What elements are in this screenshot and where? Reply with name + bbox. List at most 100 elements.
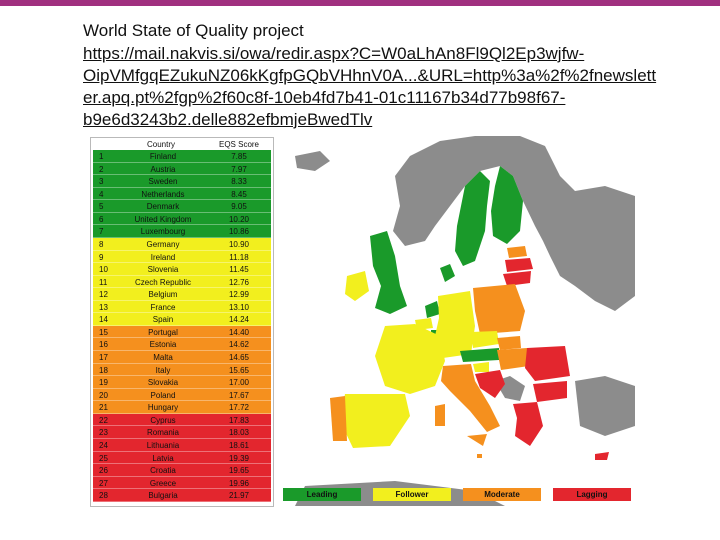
map-legend: Leading Follower Moderate Lagging — [283, 488, 633, 502]
row-score: 10.86 — [228, 227, 250, 237]
row-score: 18.61 — [228, 440, 250, 450]
row-score: 17.00 — [228, 378, 250, 388]
row-country: Portugal — [148, 327, 178, 337]
row-score: 14.65 — [228, 353, 250, 362]
row-country: France — [150, 302, 176, 312]
row-country: Netherlands — [141, 189, 185, 199]
row-rank: 22 — [99, 415, 108, 425]
row-rank: 8 — [99, 239, 104, 249]
table-row: 26 Croatia 19.65 — [93, 464, 271, 477]
row-score: 12.99 — [228, 290, 250, 300]
table-row: 5 Denmark 9.05 — [93, 200, 271, 213]
table-header: Country EQS Score — [91, 138, 273, 150]
row-score: 13.10 — [228, 302, 250, 312]
table-row: 4 Netherlands 8.45 — [93, 187, 271, 201]
row-score: 21.97 — [228, 491, 250, 501]
table-row: 14 Spain 14.24 — [93, 313, 271, 326]
map-slovenia — [473, 362, 489, 372]
map-portugal — [330, 396, 347, 441]
row-score: 17.72 — [228, 403, 250, 413]
map-non-eu-region — [393, 136, 635, 311]
row-country: Italy — [155, 365, 171, 375]
row-country: Germany — [146, 239, 180, 249]
map-croatia — [475, 370, 505, 398]
row-country: Denmark — [146, 202, 180, 212]
row-country: Lithuania — [146, 440, 180, 450]
map-bulgaria — [533, 381, 567, 402]
row-rank: 3 — [99, 177, 104, 187]
table-row: 13 France 13.10 — [93, 300, 271, 314]
row-score: 18.03 — [228, 428, 250, 438]
row-rank: 14 — [99, 315, 108, 325]
row-country: Croatia — [150, 466, 176, 476]
row-country: Poland — [150, 390, 176, 400]
table-row: 6 United Kingdom 10.20 — [93, 212, 271, 226]
row-score: 9.05 — [231, 202, 247, 212]
table-row: 10 Slovenia 11.45 — [93, 263, 271, 276]
row-rank: 4 — [99, 189, 104, 199]
row-rank: 17 — [99, 353, 108, 362]
table-row: 11 Czech Republic 12.76 — [93, 275, 271, 289]
table-row: 1 Finland 7.85 — [93, 150, 271, 163]
source-link-line-1[interactable]: https://mail.nakvis.si/owa/redir.aspx?C=… — [83, 44, 585, 63]
row-rank: 18 — [99, 365, 108, 375]
ranking-table: Country EQS Score 1 Finland 7.85 2 Austria 7.… — [90, 137, 274, 507]
row-country: Ireland — [150, 252, 176, 262]
row-rank: 12 — [99, 290, 108, 300]
row-rank: 7 — [99, 227, 104, 237]
row-rank: 27 — [99, 478, 108, 488]
table-row: 8 Germany 10.90 — [93, 237, 271, 251]
row-score: 14.40 — [228, 327, 250, 337]
row-country: Slovakia — [147, 378, 179, 388]
row-country: Latvia — [152, 453, 174, 463]
row-country: Greece — [149, 478, 177, 488]
map-malta — [477, 454, 482, 458]
row-country: Sweden — [148, 177, 178, 187]
row-country: United Kingdom — [134, 214, 192, 224]
row-score: 10.20 — [228, 214, 250, 224]
row-rank: 13 — [99, 302, 108, 312]
row-score: 14.24 — [228, 315, 250, 325]
legend-item-lagging: Lagging — [553, 488, 631, 501]
map-lithuania — [503, 271, 531, 286]
row-country: Spain — [152, 315, 174, 325]
row-country: Belgium — [148, 290, 178, 300]
table-row: 15 Portugal 14.40 — [93, 325, 271, 339]
map-ireland — [345, 271, 369, 301]
source-link-line-2[interactable]: OipVMfgqEZukuNZ06kKgfpGQbVHhnV0A...&URL=… — [83, 66, 657, 85]
table-row: 23 Romania 18.03 — [93, 426, 271, 439]
row-country: Hungary — [147, 403, 179, 413]
row-country: Finland — [149, 152, 177, 161]
row-score: 19.39 — [228, 453, 250, 463]
table-row: 22 Cyprus 17.83 — [93, 413, 271, 427]
table-body: 1 Finland 7.85 2 Austria 7.97 3 Sweden 8.33 4 Neth… — [93, 150, 271, 502]
map-hungary — [497, 348, 529, 370]
row-rank: 2 — [99, 164, 104, 174]
table-row: 25 Latvia 19.39 — [93, 451, 271, 465]
row-country: Austria — [150, 164, 176, 174]
source-link-line-4[interactable]: b9e6d3243b2.delle882efbmjeBwedTlv — [83, 110, 373, 129]
row-score: 11.45 — [229, 265, 249, 275]
map-germany — [435, 291, 475, 358]
table-row: 9 Ireland 11.18 — [93, 250, 271, 264]
map-sardinia — [435, 404, 445, 426]
map-united-kingdom — [370, 231, 407, 314]
row-rank: 10 — [99, 265, 108, 275]
map-iceland — [295, 151, 330, 171]
accent-bar — [0, 0, 720, 6]
table-row: 16 Estonia 14.62 — [93, 338, 271, 351]
map-greece — [513, 402, 543, 446]
row-rank: 9 — [99, 252, 104, 262]
row-rank: 20 — [99, 390, 108, 400]
source-link-line-3[interactable]: er.apq.pt%2fgp%2f60c8f-10eb4fd7b41-01c11… — [83, 88, 566, 107]
map-finland — [491, 166, 523, 244]
row-rank: 19 — [99, 378, 108, 388]
map-estonia — [507, 246, 527, 258]
map-slovakia — [497, 336, 521, 350]
row-score: 14.62 — [228, 340, 250, 350]
row-rank: 26 — [99, 466, 108, 476]
table-row: 7 Luxembourg 10.86 — [93, 225, 271, 238]
row-country: Slovenia — [147, 265, 179, 275]
row-score: 15.65 — [228, 365, 250, 375]
row-country: Luxembourg — [140, 227, 186, 237]
